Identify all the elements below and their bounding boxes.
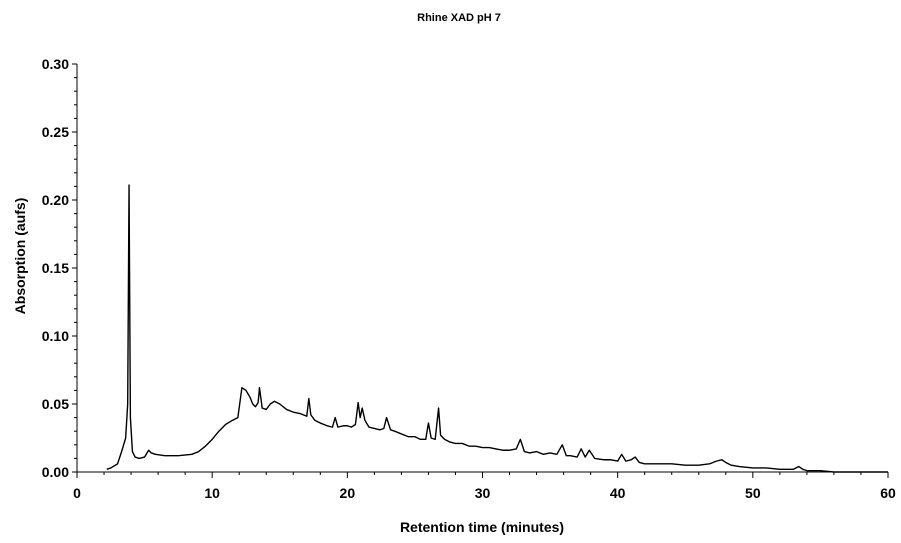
x-tick-label: 40 (610, 485, 626, 501)
y-axis-ticks: 0.00 0.05 0.10 0.15 0.20 0.25 0.30 (42, 56, 77, 480)
x-tick-label: 0 (73, 485, 81, 501)
x-tick-label: 50 (745, 485, 761, 501)
x-axis-ticks: 0 10 20 30 40 50 60 (73, 472, 896, 501)
y-tick-label: 0.15 (42, 260, 69, 276)
y-axis-label: Absorption (aufs) (12, 198, 28, 315)
x-axis-label: Retention time (minutes) (400, 519, 564, 535)
y-tick-label: 0.20 (42, 192, 69, 208)
y-tick-label: 0.05 (42, 396, 69, 412)
y-tick-label: 0.30 (42, 56, 69, 72)
x-tick-label: 10 (204, 485, 220, 501)
chart-title: Rhine XAD pH 7 (417, 12, 501, 24)
x-tick-label: 20 (340, 485, 356, 501)
y-tick-label: 0.00 (42, 464, 69, 480)
x-tick-label: 30 (475, 485, 491, 501)
plot-area: 0.00 0.05 0.10 0.15 0.20 0.25 0.30 0 10 20 30 40 50… (42, 56, 896, 501)
x-tick-label: 60 (880, 485, 896, 501)
y-tick-label: 0.10 (42, 328, 69, 344)
series-line (106, 184, 888, 473)
y-tick-label: 0.25 (42, 124, 69, 140)
